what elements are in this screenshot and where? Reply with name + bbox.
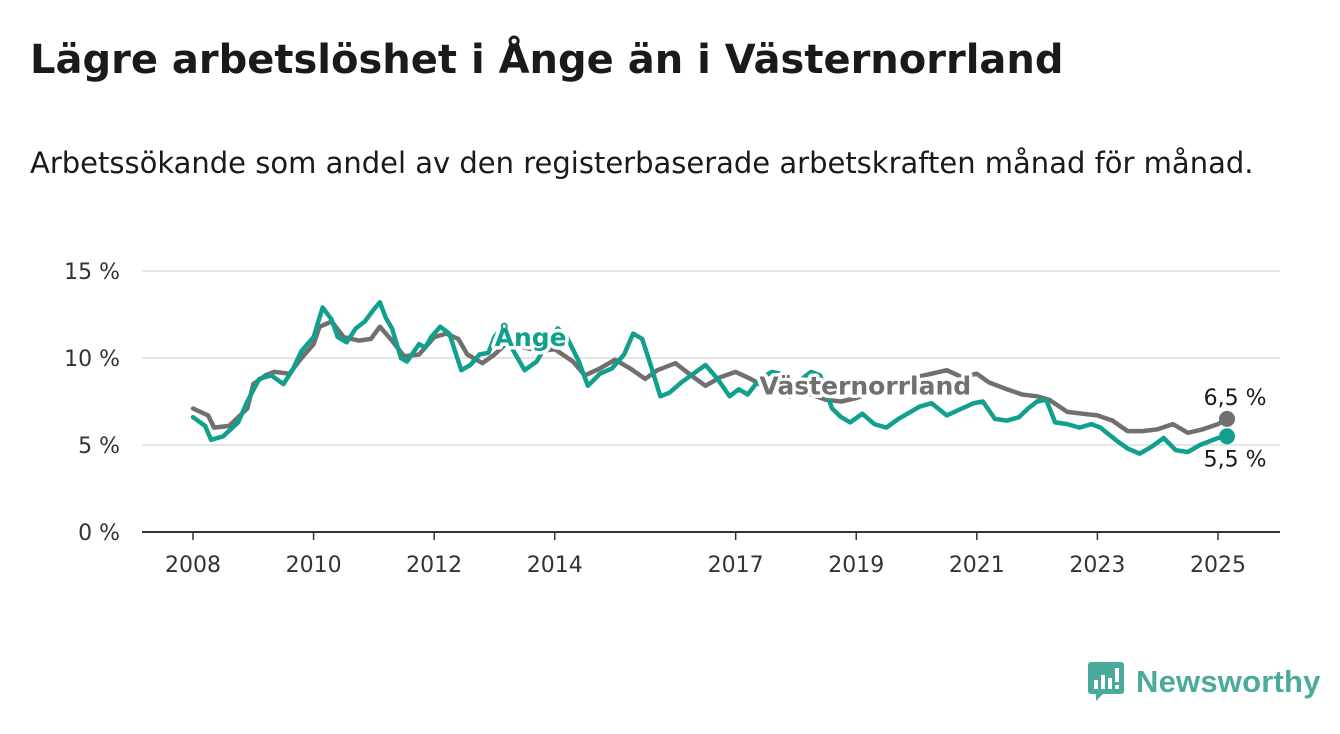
- x-tick-label: 2023: [1069, 553, 1125, 578]
- series-lines: [190, 300, 1236, 456]
- series-end-label: 5,5 %: [1204, 447, 1267, 472]
- x-tick-label: 2025: [1190, 553, 1246, 578]
- y-tick-label: 0 %: [78, 521, 120, 546]
- x-tick-label: 2014: [527, 553, 583, 578]
- x-tick-label: 2017: [708, 553, 764, 578]
- x-tick-label: 2010: [286, 553, 342, 578]
- series-label: Ånge: [495, 323, 567, 352]
- series-label: Västernorrland: [759, 372, 971, 401]
- chart-subtitle: Arbetssökande som andel av den registerb…: [30, 146, 1254, 180]
- x-tick-label: 2019: [828, 553, 884, 578]
- y-axis-labels: 0 % 5 % 10 % 15 %: [64, 260, 120, 546]
- grid-lines: [142, 270, 1280, 533]
- chart-title: Lägre arbetslöshet i Ånge än i Västernor…: [30, 37, 1064, 83]
- series-end-label: 6,5 %: [1204, 386, 1267, 411]
- y-tick-label: 15 %: [64, 260, 120, 285]
- x-tick-label: 2021: [949, 553, 1005, 578]
- series-line-1: [190, 300, 1230, 456]
- brand-name: Newsworthy: [1136, 664, 1321, 699]
- series-labels: 6,5 % 5,5 % Ånge Västernorrland: [491, 319, 1269, 474]
- x-axis: 2008 2010 2012 2014 2017 2019 2021 2023 2025: [165, 532, 1246, 578]
- newsworthy-logo-icon: [1088, 662, 1124, 701]
- series-end-marker: [1219, 410, 1236, 427]
- series-end-marker: [1219, 428, 1236, 445]
- y-tick-label: 5 %: [78, 434, 120, 459]
- y-tick-label: 10 %: [64, 347, 120, 372]
- newsworthy-brand[interactable]: Newsworthy: [1088, 660, 1321, 704]
- x-tick-label: 2012: [406, 553, 462, 578]
- x-tick-label: 2008: [165, 553, 221, 578]
